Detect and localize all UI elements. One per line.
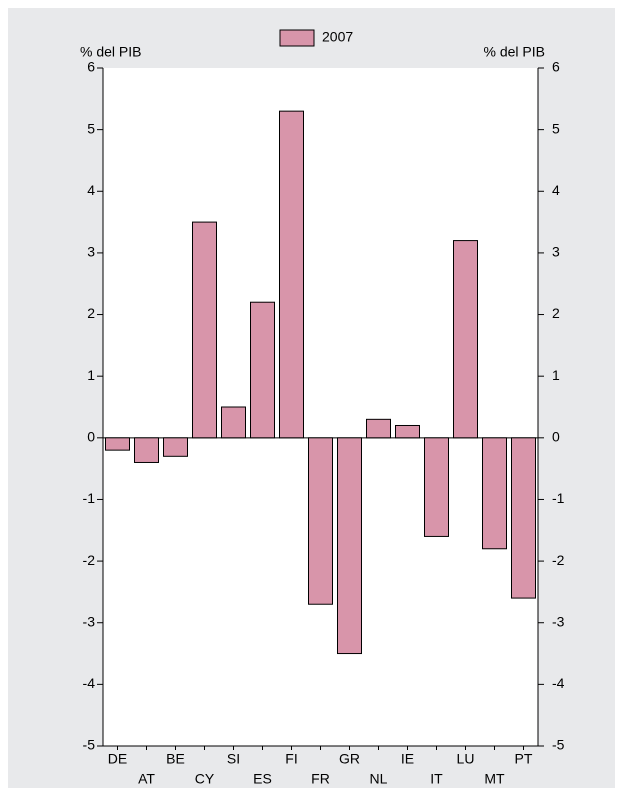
x-tick-label: FI	[285, 751, 297, 767]
x-tick-label: FR	[311, 771, 330, 787]
bar	[424, 437, 449, 537]
bar	[395, 424, 420, 439]
x-tick-label: ES	[253, 771, 272, 787]
y2-tick-label: -2	[552, 552, 565, 568]
x-tick-label: LU	[457, 751, 475, 767]
y2-tick-label: 5	[552, 120, 560, 136]
x-tick-label: IE	[401, 751, 414, 767]
legend-swatch	[279, 29, 315, 47]
y-tick-label: -3	[83, 613, 96, 629]
x-tick-label: BE	[166, 751, 185, 767]
y-tick-label: -2	[83, 552, 96, 568]
bar	[482, 437, 507, 550]
y2-tick-label: -1	[552, 490, 565, 506]
x-tick-label: CY	[195, 771, 215, 787]
y-tick-label: -1	[83, 490, 96, 506]
bar	[105, 437, 130, 451]
bar	[453, 240, 478, 439]
bar	[250, 301, 275, 439]
x-tick-label: IT	[430, 771, 443, 787]
bar	[192, 221, 217, 439]
y-tick-label: 6	[87, 59, 95, 75]
y2-tick-label: -5	[552, 737, 565, 753]
x-tick-label: MT	[484, 771, 505, 787]
y-tick-label: 1	[87, 367, 95, 383]
x-tick-label: NL	[370, 771, 388, 787]
y2-tick-label: 4	[552, 182, 560, 198]
y-axis-label: % del PIB	[80, 44, 141, 60]
x-tick-label: DE	[108, 751, 127, 767]
bar	[337, 437, 362, 655]
x-tick-label: PT	[515, 751, 533, 767]
y-tick-label: 2	[87, 305, 95, 321]
bar	[279, 110, 304, 439]
y-tick-label: 4	[87, 182, 95, 198]
x-tick-label: GR	[339, 751, 360, 767]
y2-tick-label: -3	[552, 613, 565, 629]
y-tick-label: 0	[87, 429, 95, 445]
bar	[134, 437, 159, 463]
bar	[366, 418, 391, 439]
bar	[221, 406, 246, 439]
bar	[308, 437, 333, 605]
legend-label: 2007	[322, 29, 353, 45]
y-tick-label: -4	[83, 675, 96, 691]
x-tick-label: AT	[138, 771, 155, 787]
y-tick-label: 5	[87, 120, 95, 136]
bar	[163, 437, 188, 457]
y2-tick-label: 6	[552, 59, 560, 75]
x-tick-label: SI	[227, 751, 240, 767]
y2-tick-label: 2	[552, 305, 560, 321]
y-tick-label: 3	[87, 244, 95, 260]
bar	[511, 437, 536, 599]
y2-tick-label: 3	[552, 244, 560, 260]
y2-tick-label: 1	[552, 367, 560, 383]
y-tick-label: -5	[83, 737, 96, 753]
y2-axis-label: % del PIB	[484, 44, 545, 60]
y2-tick-label: -4	[552, 675, 565, 691]
y2-tick-label: 0	[552, 429, 560, 445]
